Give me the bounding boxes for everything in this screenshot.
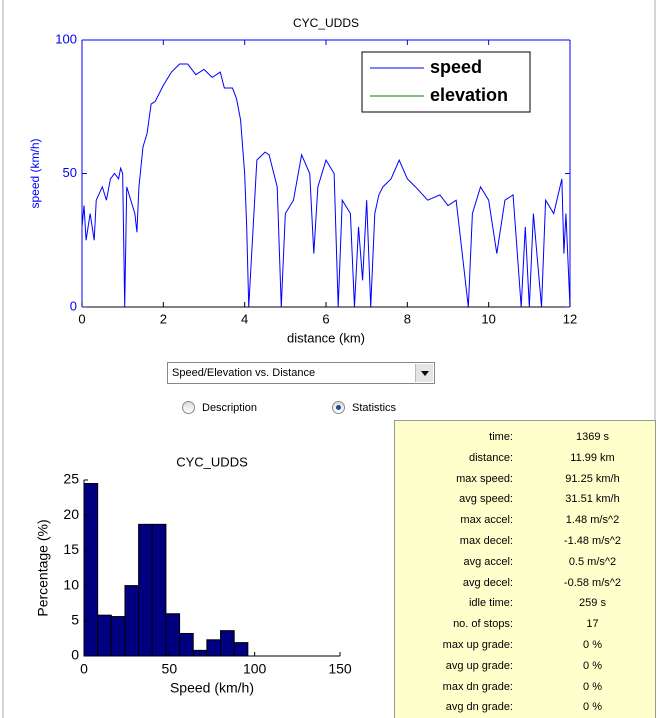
stat-label: time:	[489, 431, 513, 443]
stat-label: max speed:	[456, 472, 513, 485]
stat-label: max dn grade:	[442, 680, 513, 693]
y-tick-label: 50	[63, 165, 77, 180]
histogram-bar	[179, 632, 194, 657]
stat-label: avg dn grade:	[445, 701, 513, 714]
stat-label: avg accel:	[463, 555, 513, 568]
stat-row: idle time: 259 s	[395, 594, 655, 612]
radio-option[interactable]: Description	[182, 401, 257, 415]
y-axis-label: speed (km/h)	[28, 138, 42, 208]
histogram-bar	[110, 616, 126, 657]
stat-label: avg up grade:	[445, 659, 513, 672]
histogram-bar	[83, 483, 99, 657]
x-tick-label: 12	[563, 311, 577, 326]
stat-value: 0 %	[583, 659, 602, 672]
x-tick-label: 6	[322, 311, 329, 326]
legend-label: elevation	[430, 85, 508, 105]
x-tick-label: 2	[160, 311, 167, 326]
y-tick-label: 0	[71, 647, 79, 663]
stat-label: max accel:	[460, 514, 513, 527]
x-axis-label: Speed (km/h)	[170, 680, 254, 696]
stat-row: avg decel: -0.58 m/s^2	[395, 574, 655, 592]
statistics-panel: time: 1369 s distance: 11.99 km max speed: 91…	[394, 420, 656, 718]
chart-title: CYC_UDDS	[176, 454, 248, 469]
y-tick-label: 25	[63, 471, 79, 487]
y-tick-label: 15	[63, 541, 79, 557]
plot-dropdown[interactable]: Speed/Elevation vs. Distance	[167, 362, 435, 384]
stat-label: max decel:	[459, 535, 513, 547]
stat-row: avg speed: 31.51 km/h	[395, 490, 655, 508]
stat-label: idle time:	[468, 597, 513, 610]
histogram-bar	[165, 613, 181, 657]
stat-value: 259 s	[579, 597, 606, 610]
dropdown-button[interactable]	[415, 364, 433, 382]
histogram-bar	[220, 630, 235, 657]
stat-row: avg accel: 0.5 m/s^2	[395, 553, 655, 571]
x-tick-label: 8	[404, 311, 411, 326]
histogram-bar	[97, 614, 112, 657]
stat-row: max decel: -1.48 m/s^2	[395, 532, 655, 550]
stat-value: 17	[586, 618, 599, 631]
y-tick-label: 5	[71, 612, 79, 628]
legend-label: speed	[430, 57, 482, 77]
stat-label: avg speed:	[459, 493, 513, 506]
stat-value: 1.48 m/s^2	[565, 514, 620, 527]
stat-value: 31.51 km/h	[565, 493, 620, 506]
series-line	[81, 63, 571, 308]
radio-circle[interactable]	[332, 401, 345, 414]
histogram-bar	[233, 642, 249, 657]
x-tick-label: 0	[80, 661, 88, 677]
stat-row: distance: 11.99 km	[395, 449, 655, 467]
histogram-bar	[192, 649, 208, 657]
radio-label: Statistics	[352, 402, 397, 414]
stat-label: no. of stops:	[453, 618, 513, 631]
stat-value: -0.58 m/s^2	[563, 576, 622, 589]
histogram-bar	[206, 639, 222, 657]
y-tick-label: 0	[70, 298, 77, 313]
stat-row: max up grade: 0 %	[395, 636, 655, 654]
stat-row: max dn grade: 0 %	[395, 678, 655, 696]
dropdown-value: Speed/Elevation vs. Distance	[172, 367, 316, 379]
radio-circle[interactable]	[182, 401, 195, 414]
x-tick-label: 50	[162, 661, 178, 677]
y-tick-label: 10	[63, 576, 79, 592]
histogram-bar	[138, 523, 153, 657]
y-tick-label: 100	[55, 31, 77, 46]
stat-value: 11.99 km	[570, 451, 615, 464]
stat-row: no. of stops: 17	[395, 615, 655, 633]
stat-value: 0 %	[583, 701, 602, 714]
x-tick-label: 10	[481, 311, 495, 326]
stat-row: avg up grade: 0 %	[395, 657, 655, 675]
stat-row: time: 1369 s	[395, 428, 655, 446]
stat-value: 0 %	[583, 639, 602, 651]
y-axis-label: Percentage (%)	[35, 519, 51, 616]
stat-value: 1369 s	[575, 431, 610, 443]
y-tick-label: 20	[63, 506, 79, 522]
x-axis-label: distance (km)	[287, 330, 365, 345]
stat-value: 91.25 km/h	[565, 472, 620, 485]
chart-title: CYC_UDDS	[293, 16, 359, 30]
stat-label: max up grade:	[442, 639, 513, 651]
histogram-bar	[124, 585, 140, 657]
legend	[361, 51, 531, 113]
x-tick-label: 150	[328, 661, 352, 677]
stat-row: avg dn grade: 0 %	[395, 698, 655, 716]
stat-label: avg decel:	[462, 576, 513, 589]
radio-option[interactable]: Statistics	[332, 401, 396, 415]
stat-value: 0 %	[583, 680, 602, 693]
stat-value: -1.48 m/s^2	[563, 535, 622, 547]
stat-label: distance:	[468, 451, 513, 464]
x-tick-label: 100	[243, 661, 267, 677]
stat-row: max speed: 91.25 km/h	[395, 470, 655, 488]
stat-value: 0.5 m/s^2	[568, 555, 617, 568]
radio-label: Description	[202, 402, 258, 414]
x-tick-label: 4	[241, 311, 248, 326]
x-tick-label: 0	[78, 311, 85, 326]
stat-row: max accel: 1.48 m/s^2	[395, 511, 655, 529]
histogram-bar	[151, 523, 167, 657]
